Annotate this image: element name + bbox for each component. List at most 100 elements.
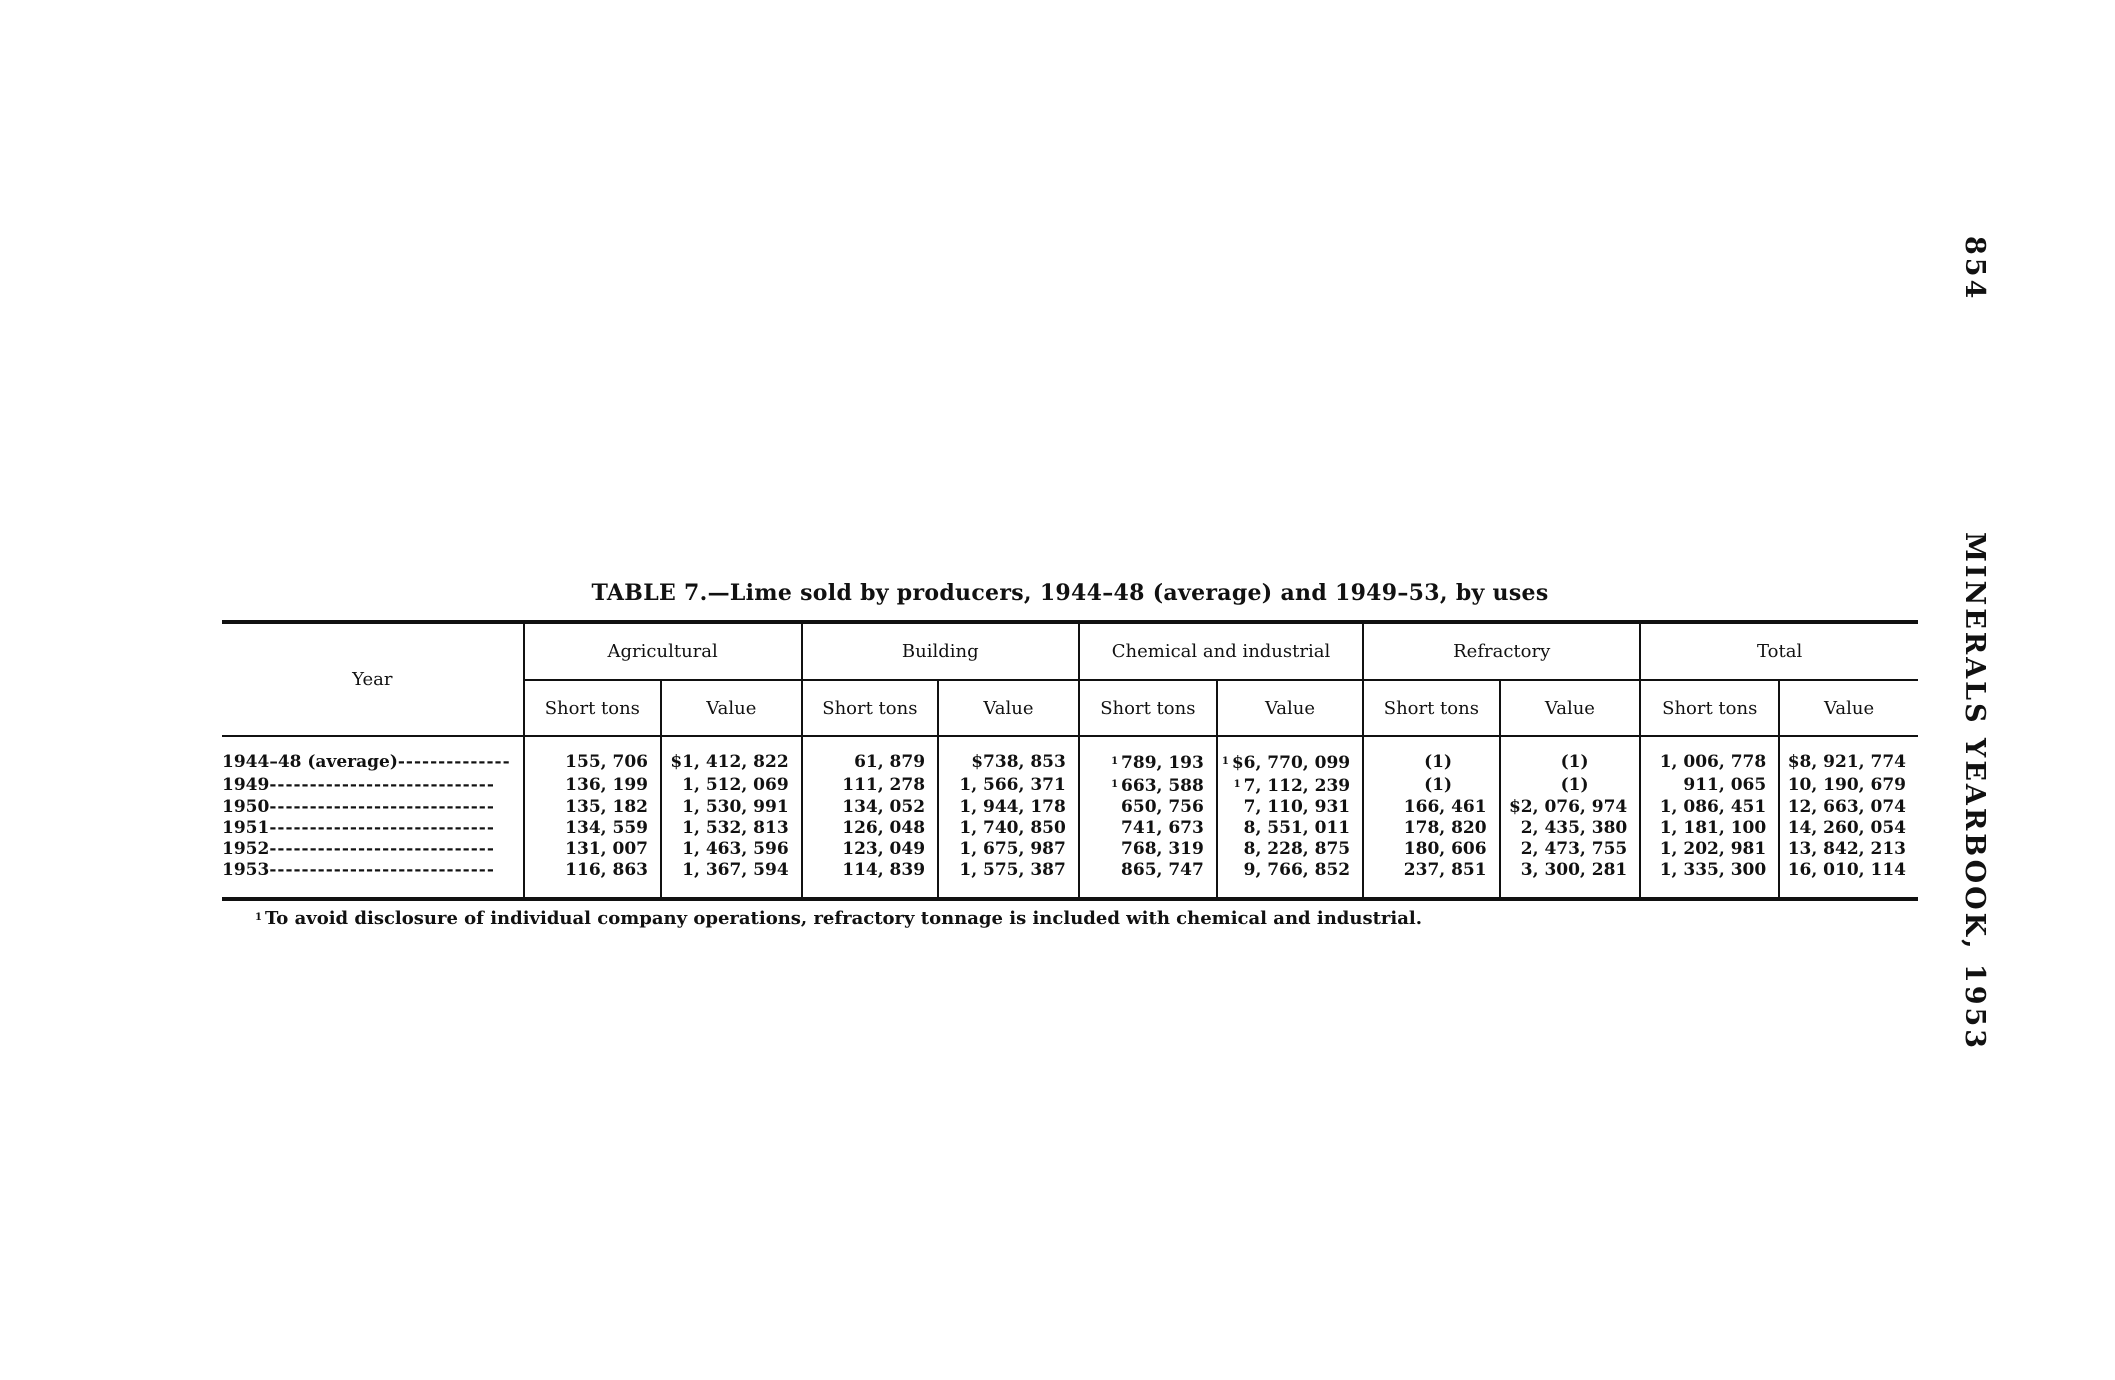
value-cell: 8, 551, 011	[1215, 818, 1364, 839]
short-tons-cell: 111, 278	[800, 774, 939, 797]
value-cell: $2, 076, 974	[1498, 797, 1641, 818]
cell-value: 2, 435, 380	[1520, 818, 1628, 838]
value-cell: 1, 675, 987	[937, 839, 1079, 860]
year-label: 1953	[222, 860, 270, 880]
year-cell: 1952----------------------------	[222, 839, 495, 859]
value-cell: 3, 300, 281	[1498, 860, 1641, 899]
short-tons-cell: 1, 006, 778	[1639, 736, 1780, 774]
value-cell: 13, 842, 213	[1778, 839, 1918, 860]
group-header: Total	[1639, 622, 1918, 681]
short-tons-cell: 136, 199	[522, 774, 661, 797]
short-tons-cell: 1, 202, 981	[1639, 839, 1780, 860]
cell-value: 61, 879	[854, 752, 926, 772]
value-cell: 1, 512, 069	[659, 774, 802, 797]
short-tons-header: Short tons	[1639, 680, 1780, 737]
group-header: Chemical and industrial	[1077, 622, 1364, 681]
short-tons-header: Short tons	[1077, 680, 1217, 737]
cell-value: 1, 740, 850	[959, 818, 1066, 838]
table-row: 1950---------------------------- 135, 182…	[222, 797, 1918, 818]
value-cell: $738, 853	[937, 736, 1079, 774]
cell-value: (1)	[1560, 752, 1589, 772]
table-title: TABLE 7.—Lime sold by producers, 1944–48…	[591, 580, 1549, 606]
year-cell: 1950----------------------------	[222, 797, 495, 817]
cell-value: 8, 551, 011	[1243, 818, 1351, 838]
cell-value: 1, 086, 451	[1659, 797, 1767, 817]
running-header-title: MINERALS YEARBOOK, 1953	[1959, 532, 1990, 1052]
cell-value: 7, 112, 239	[1243, 776, 1351, 796]
cell-value: 1, 532, 813	[682, 818, 789, 838]
cell-value: 1, 512, 069	[682, 775, 789, 795]
value-cell: 8, 228, 875	[1215, 839, 1364, 860]
year-label: 1949	[222, 775, 270, 795]
value-cell: 1 7, 112, 239	[1215, 774, 1364, 797]
cell-value: 9, 766, 852	[1243, 860, 1351, 880]
value-header: Value	[1215, 680, 1364, 737]
cell-value: (1)	[1424, 752, 1453, 772]
group-header: Building	[800, 622, 1079, 681]
group-header: Agricultural	[522, 622, 802, 681]
cell-value: $2, 076, 974	[1508, 797, 1628, 817]
year-cell: 1949----------------------------	[222, 775, 495, 795]
short-tons-cell: 166, 461	[1362, 797, 1500, 818]
short-tons-header: Short tons	[522, 680, 661, 737]
cell-value: 166, 461	[1403, 797, 1487, 817]
table-row: 1953---------------------------- 116, 863…	[222, 860, 1918, 899]
cell-value: 1, 181, 100	[1659, 818, 1767, 838]
cell-value: 1, 675, 987	[959, 839, 1066, 859]
year-label: 1952	[222, 839, 270, 859]
table-row: 1944–48 (average)-------------- 155, 706 $…	[222, 736, 1918, 774]
value-cell: 1, 566, 371	[937, 774, 1079, 797]
cell-value: 12, 663, 074	[1787, 797, 1906, 817]
page-number: 854	[1959, 236, 1990, 302]
cell-value: 1, 566, 371	[959, 775, 1066, 795]
value-cell: $1, 412, 822	[659, 736, 802, 774]
cell-value: 237, 851	[1403, 860, 1487, 880]
year-label: 1951	[222, 818, 270, 838]
value-cell: (1)	[1498, 774, 1641, 797]
cell-value: 1, 006, 778	[1659, 752, 1767, 772]
cell-value: 114, 839	[842, 860, 926, 880]
cell-value: 16, 010, 114	[1787, 860, 1906, 880]
short-tons-cell: (1)	[1362, 736, 1500, 774]
value-cell: 10, 190, 679	[1778, 774, 1918, 797]
value-header: Value	[1498, 680, 1641, 737]
value-cell: 1, 367, 594	[659, 860, 802, 899]
cell-value: 1, 944, 178	[959, 797, 1066, 817]
short-tons-cell: 155, 706	[522, 736, 661, 774]
footnote-ref: 1	[1111, 756, 1119, 767]
cell-value: 111, 278	[842, 775, 926, 795]
cell-value: 123, 049	[842, 839, 926, 859]
footnote-ref: 1	[1233, 779, 1241, 790]
short-tons-cell: 61, 879	[800, 736, 939, 774]
cell-value: 13, 842, 213	[1787, 839, 1906, 859]
value-header: Value	[1778, 680, 1918, 737]
year-label: 1950	[222, 797, 270, 817]
cell-value: 650, 756	[1121, 797, 1204, 817]
footnote-ref: 1	[1111, 779, 1119, 790]
cell-value: 3, 300, 281	[1520, 860, 1628, 880]
year-label: 1944–48 (average)	[222, 752, 398, 772]
short-tons-cell: 1, 335, 300	[1639, 860, 1780, 899]
short-tons-cell: 114, 839	[800, 860, 939, 899]
cell-value: 2, 473, 755	[1520, 839, 1628, 859]
cell-value: 10, 190, 679	[1787, 775, 1906, 795]
cell-value: 134, 052	[842, 797, 926, 817]
cell-value: 865, 747	[1121, 860, 1204, 880]
short-tons-cell: 123, 049	[800, 839, 939, 860]
short-tons-cell: 741, 673	[1077, 818, 1217, 839]
cell-value: 1, 530, 991	[682, 797, 789, 817]
year-header: Year	[222, 622, 524, 737]
value-cell: 1, 944, 178	[937, 797, 1079, 818]
value-cell: $8, 921, 774	[1778, 736, 1918, 774]
value-cell: 14, 260, 054	[1778, 818, 1918, 839]
cell-value: 741, 673	[1121, 818, 1204, 838]
cell-value: 136, 199	[565, 775, 648, 795]
value-cell: 1, 463, 596	[659, 839, 802, 860]
cell-value: 126, 048	[842, 818, 926, 838]
short-tons-cell: 178, 820	[1362, 818, 1500, 839]
cell-value: 768, 319	[1121, 839, 1204, 859]
value-cell: 1, 575, 387	[937, 860, 1079, 899]
value-cell: 16, 010, 114	[1778, 860, 1918, 899]
cell-value: $1, 412, 822	[670, 752, 789, 772]
short-tons-cell: 1 789, 193	[1077, 736, 1217, 774]
